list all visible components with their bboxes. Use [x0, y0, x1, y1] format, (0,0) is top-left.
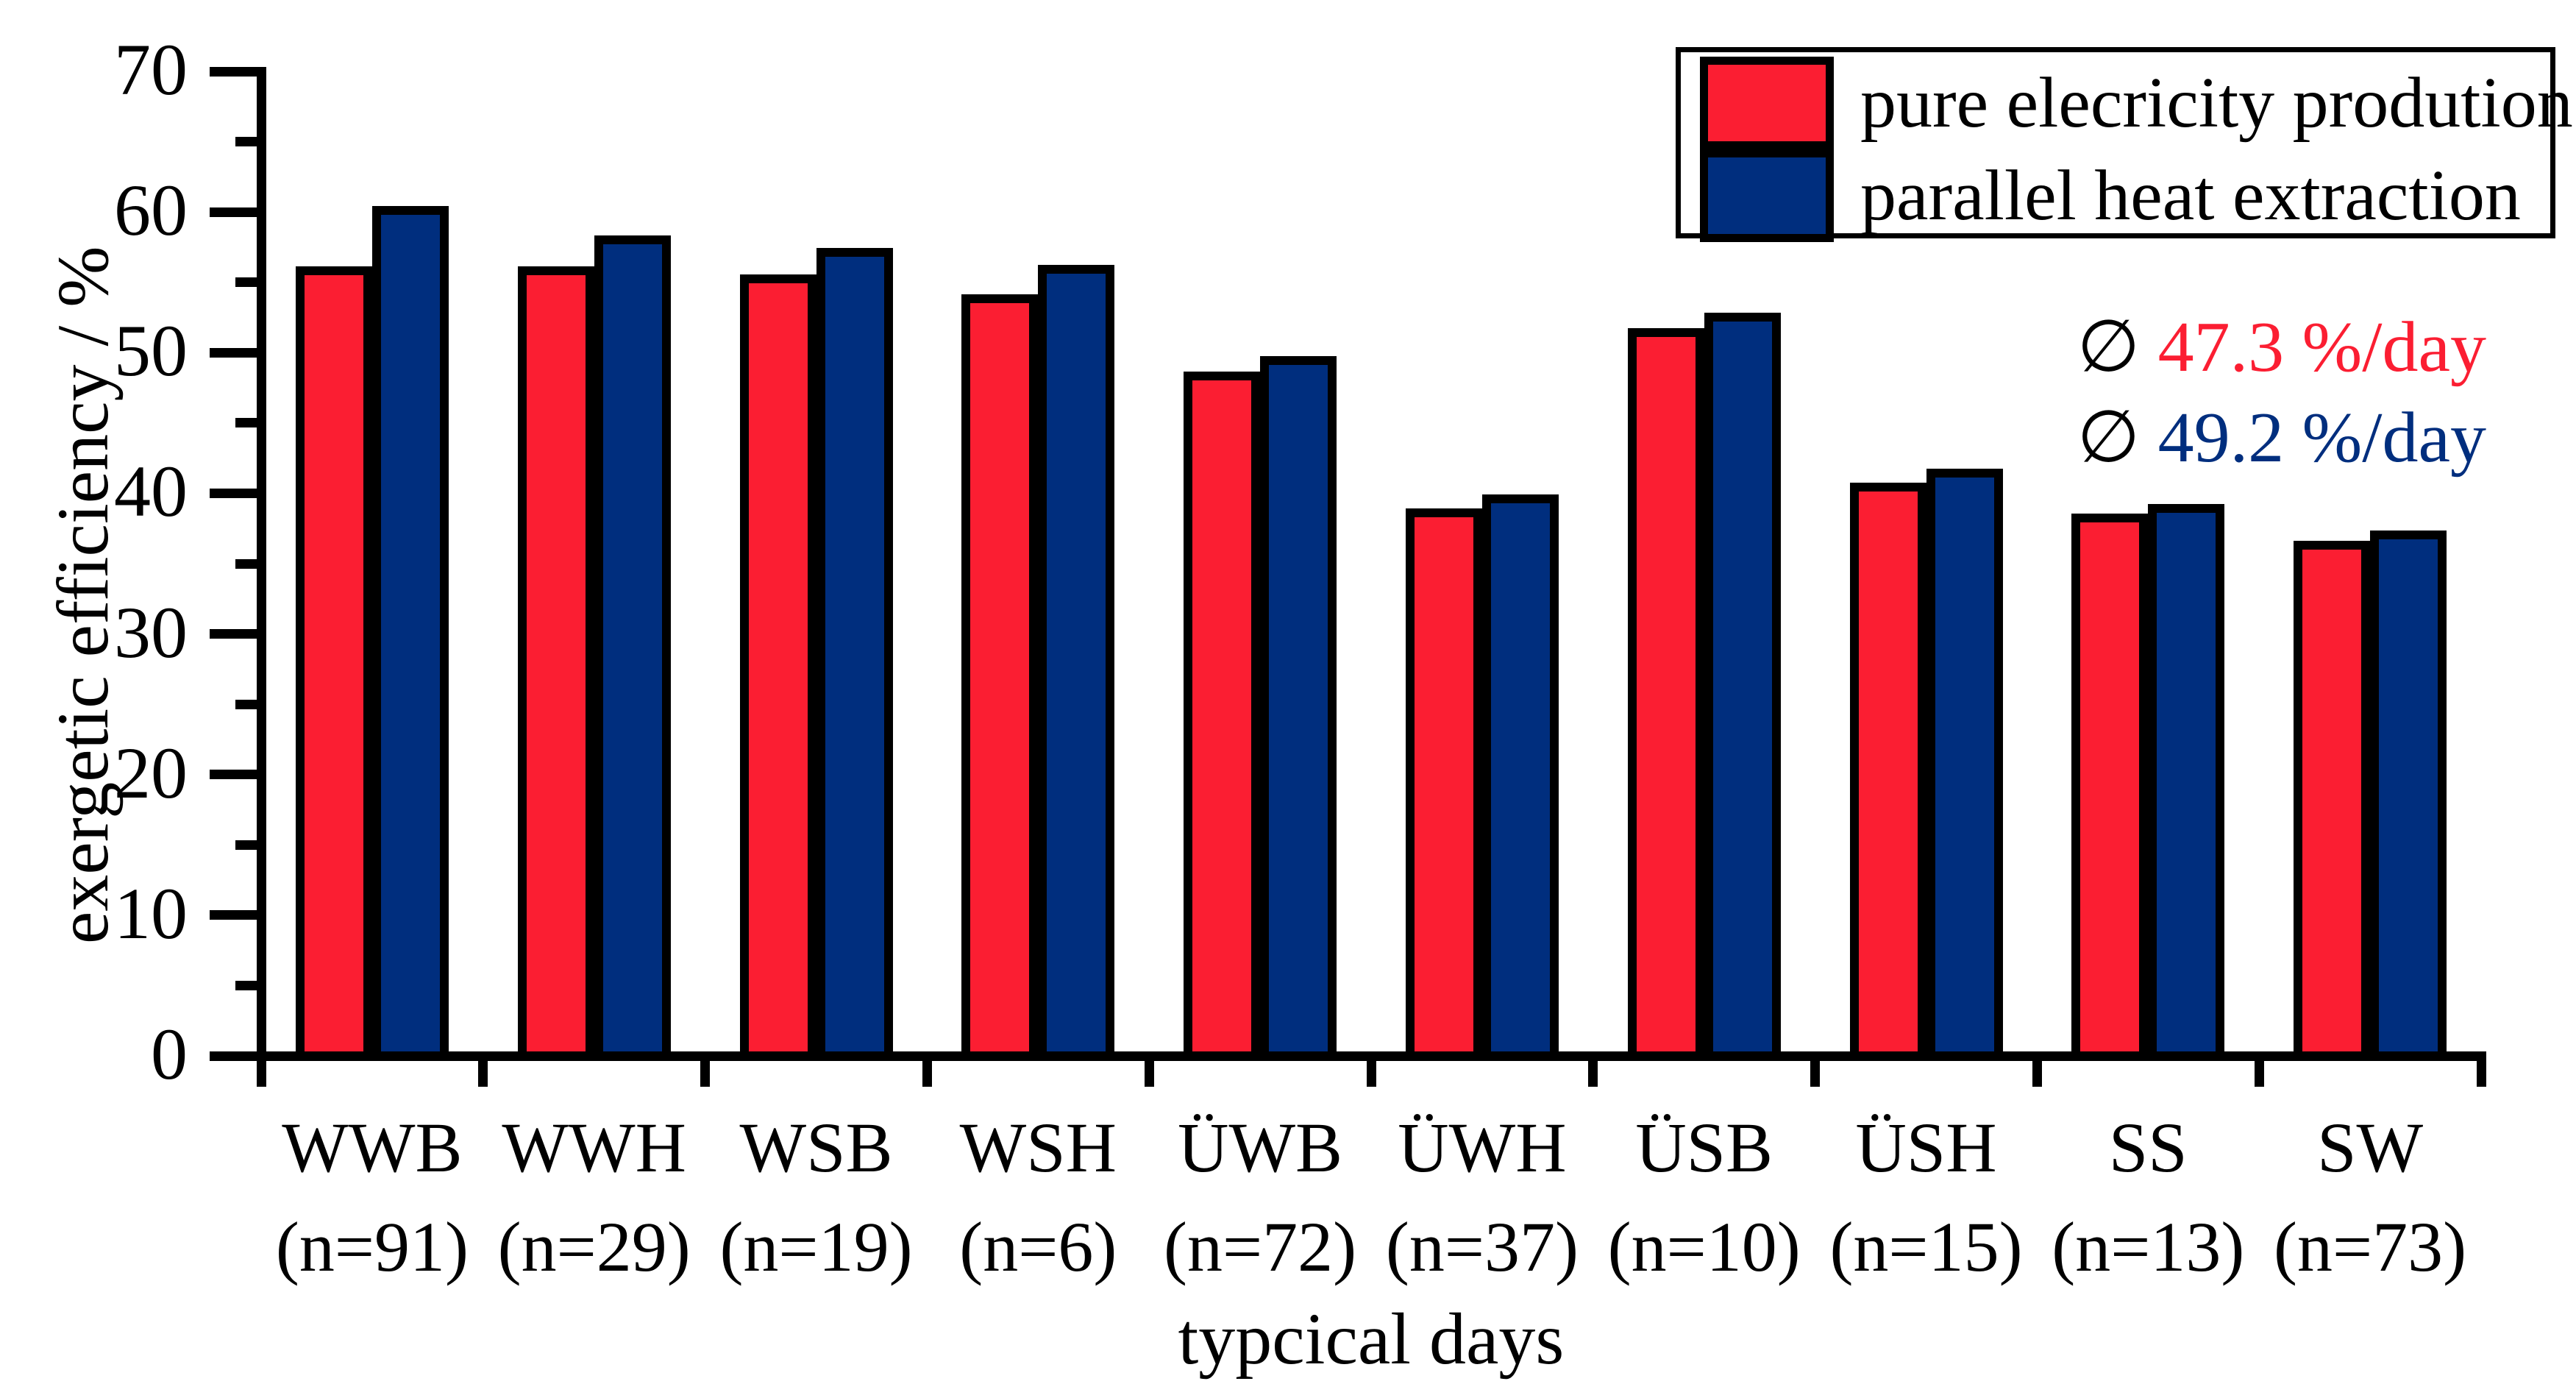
- avg-annotation-blue: ∅ 49.2 %/day: [1971, 400, 2486, 476]
- y-minor-tick: [235, 558, 261, 569]
- bar-parallel-heat: [1926, 469, 2003, 1061]
- y-tick-label: 70: [114, 29, 188, 111]
- category-label: ÜSH: [1855, 1108, 1997, 1187]
- y-major-tick: [210, 910, 261, 920]
- category-label: SW: [2317, 1108, 2424, 1187]
- y-major-tick: [210, 488, 261, 498]
- x-tick: [2476, 1056, 2486, 1087]
- category-count-label: (n=29): [497, 1207, 691, 1286]
- y-major-tick: [210, 1051, 261, 1061]
- bar-pure-electricity: [2294, 540, 2371, 1061]
- avg-annotation-red: ∅ 47.3 %/day: [1971, 309, 2486, 386]
- category-label: WSH: [959, 1108, 1117, 1187]
- y-axis-line: [256, 66, 266, 1061]
- bar-parallel-heat: [371, 205, 449, 1061]
- x-tick: [2032, 1056, 2042, 1087]
- y-tick-label: 20: [114, 731, 188, 814]
- empty-set-symbol: ∅: [2077, 398, 2158, 478]
- y-tick-label: 10: [114, 872, 188, 954]
- bar-pure-electricity: [1849, 483, 1926, 1061]
- category-count-label: (n=15): [1829, 1207, 2023, 1286]
- x-tick: [1588, 1056, 1598, 1087]
- y-minor-tick: [235, 418, 261, 428]
- category-label: WWB: [282, 1108, 463, 1187]
- y-major-tick: [210, 207, 261, 217]
- x-axis-title: typcical days: [1178, 1298, 1565, 1380]
- category-count-label: (n=72): [1164, 1207, 1357, 1286]
- category-count-label: (n=73): [2274, 1207, 2467, 1286]
- bar-parallel-heat: [1038, 265, 1115, 1061]
- bar-parallel-heat: [816, 248, 893, 1061]
- y-minor-tick: [235, 980, 261, 990]
- category-label: SS: [2108, 1108, 2188, 1187]
- y-minor-tick: [235, 699, 261, 709]
- category-count-label: (n=91): [275, 1207, 469, 1286]
- bar-parallel-heat: [2148, 503, 2225, 1061]
- bar-parallel-heat: [2370, 530, 2447, 1061]
- category-count-label: (n=13): [2052, 1207, 2245, 1286]
- y-tick-label: 30: [114, 591, 188, 673]
- legend: pure elecricity prodution parallel heat …: [1676, 47, 2573, 242]
- legend-color-swatch-red: [1700, 57, 1834, 149]
- category-count-label: (n=6): [959, 1207, 1117, 1286]
- legend-label: pure elecricity prodution: [1860, 63, 2573, 143]
- category-label: WWH: [502, 1108, 686, 1187]
- y-major-tick: [210, 347, 261, 358]
- x-tick: [700, 1056, 711, 1087]
- y-tick-label: 0: [151, 1013, 188, 1095]
- category-label: ÜSB: [1635, 1108, 1773, 1187]
- x-tick: [2254, 1056, 2264, 1087]
- x-tick: [1366, 1056, 1376, 1087]
- legend-item-pure-electricity: pure elecricity prodution: [1681, 57, 2573, 149]
- bar-pure-electricity: [1184, 372, 1261, 1061]
- x-tick: [1810, 1056, 1821, 1087]
- category-label: WSB: [739, 1108, 893, 1187]
- y-tick-label: 40: [114, 450, 188, 533]
- x-tick: [1144, 1056, 1154, 1087]
- bar-pure-electricity: [2071, 514, 2149, 1061]
- category-count-label: (n=10): [1607, 1207, 1801, 1286]
- legend-label: parallel heat extraction: [1860, 156, 2521, 235]
- y-tick-label: 50: [114, 310, 188, 392]
- y-major-tick: [210, 629, 261, 639]
- bar-pure-electricity: [1405, 508, 1482, 1061]
- bar-parallel-heat: [594, 235, 671, 1061]
- legend-item-parallel-heat: parallel heat extraction: [1681, 149, 2550, 242]
- avg-value-red: 47.3 %/day: [2157, 308, 2486, 387]
- y-tick-label: 60: [114, 169, 188, 252]
- avg-value-blue: 49.2 %/day: [2157, 398, 2486, 478]
- category-count-label: (n=37): [1385, 1207, 1579, 1286]
- bar-pure-electricity: [517, 266, 594, 1061]
- y-minor-tick: [235, 277, 261, 288]
- y-major-tick: [210, 66, 261, 77]
- bar-parallel-heat: [1704, 313, 1781, 1061]
- x-tick: [922, 1056, 932, 1087]
- bar-pure-electricity: [739, 274, 816, 1061]
- bar-pure-electricity: [961, 294, 1039, 1061]
- empty-set-symbol: ∅: [2077, 308, 2158, 387]
- x-tick: [478, 1056, 488, 1087]
- y-axis-title: exergetic efficiency / %: [42, 246, 124, 944]
- bar-parallel-heat: [1260, 356, 1337, 1061]
- x-tick: [256, 1056, 266, 1087]
- category-label: ÜWB: [1178, 1108, 1343, 1187]
- bar-pure-electricity: [1627, 328, 1704, 1061]
- category-count-label: (n=19): [719, 1207, 913, 1286]
- legend-color-swatch-blue: [1700, 149, 1834, 242]
- bar-parallel-heat: [1481, 494, 1559, 1061]
- y-major-tick: [210, 770, 261, 780]
- y-minor-tick: [235, 840, 261, 850]
- y-minor-tick: [235, 137, 261, 147]
- category-label: ÜWH: [1398, 1108, 1567, 1187]
- bar-pure-electricity: [295, 266, 372, 1061]
